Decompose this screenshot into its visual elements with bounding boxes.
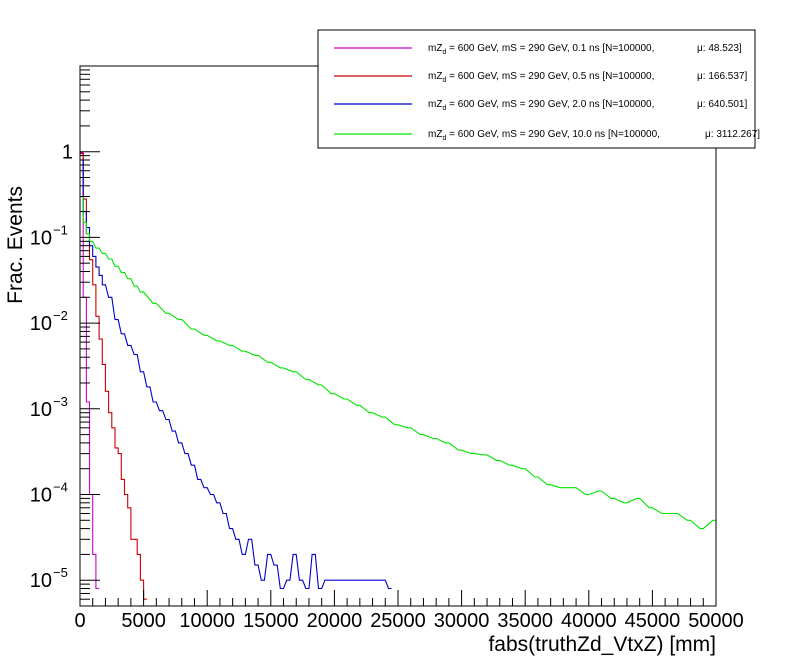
- x-tick-label: 35000: [497, 610, 553, 632]
- x-tick-label: 15000: [243, 610, 299, 632]
- x-tick-label: 30000: [434, 610, 490, 632]
- legend-label: mZd = 600 GeV, mS = 290 GeV, 0.5 ns [N=1…: [428, 71, 654, 84]
- legend-mean: μ: 3112.267]: [705, 129, 760, 140]
- y-tick-label: 10: [30, 485, 52, 507]
- series-line-0: [80, 151, 100, 590]
- x-tick-label: 50000: [688, 610, 744, 632]
- series-line-1: [80, 153, 147, 600]
- x-tick-label: 20000: [307, 610, 363, 632]
- x-axis: 0 5000 10000 15000 20000 25000 30000 35000 40000…: [74, 590, 744, 632]
- series-line-3: [80, 195, 716, 530]
- x-tick-label: 45000: [625, 610, 681, 632]
- legend-label: mZd = 600 GeV, mS = 290 GeV, 2.0 ns [N=1…: [428, 99, 654, 112]
- y-tick-label: 10: [30, 227, 52, 249]
- y-tick-label: 10: [30, 313, 52, 335]
- y-tick-exponent: −5: [53, 565, 68, 580]
- y-axis-title: Frac. Events: [4, 186, 27, 304]
- legend-mean: μ: 166.537]: [697, 71, 747, 82]
- y-tick-label: 10: [30, 570, 52, 592]
- x-tick-label: 25000: [370, 610, 426, 632]
- y-tick-exponent: −4: [53, 480, 68, 495]
- x-tick-label: 0: [74, 610, 85, 632]
- legend: mZd = 600 GeV, mS = 290 GeV, 0.1 ns [N=1…: [317, 29, 760, 149]
- y-axis: 110−110−210−310−410−5: [30, 65, 100, 607]
- x-tick-label: 10000: [179, 610, 235, 632]
- legend-box: [317, 29, 756, 149]
- legend-mean: μ: 48.523]: [697, 43, 742, 54]
- y-tick-label: 1: [62, 142, 73, 164]
- legend-label: mZd = 600 GeV, mS = 290 GeV, 10.0 ns [N=…: [428, 129, 660, 142]
- y-tick-label: 10: [30, 399, 52, 421]
- legend-mean: μ: 640.501]: [697, 99, 747, 110]
- legend-label: mZd = 600 GeV, mS = 290 GeV, 0.1 ns [N=1…: [428, 43, 654, 56]
- y-tick-exponent: −2: [53, 308, 68, 323]
- x-axis-title: fabs(truthZd_VtxZ) [mm]: [488, 633, 716, 656]
- y-tick-exponent: −1: [53, 222, 68, 237]
- series-layer: [80, 151, 716, 600]
- y-tick-exponent: −3: [53, 394, 68, 409]
- x-tick-label: 40000: [561, 610, 617, 632]
- series-line-2: [80, 159, 392, 590]
- x-tick-label: 5000: [121, 610, 166, 632]
